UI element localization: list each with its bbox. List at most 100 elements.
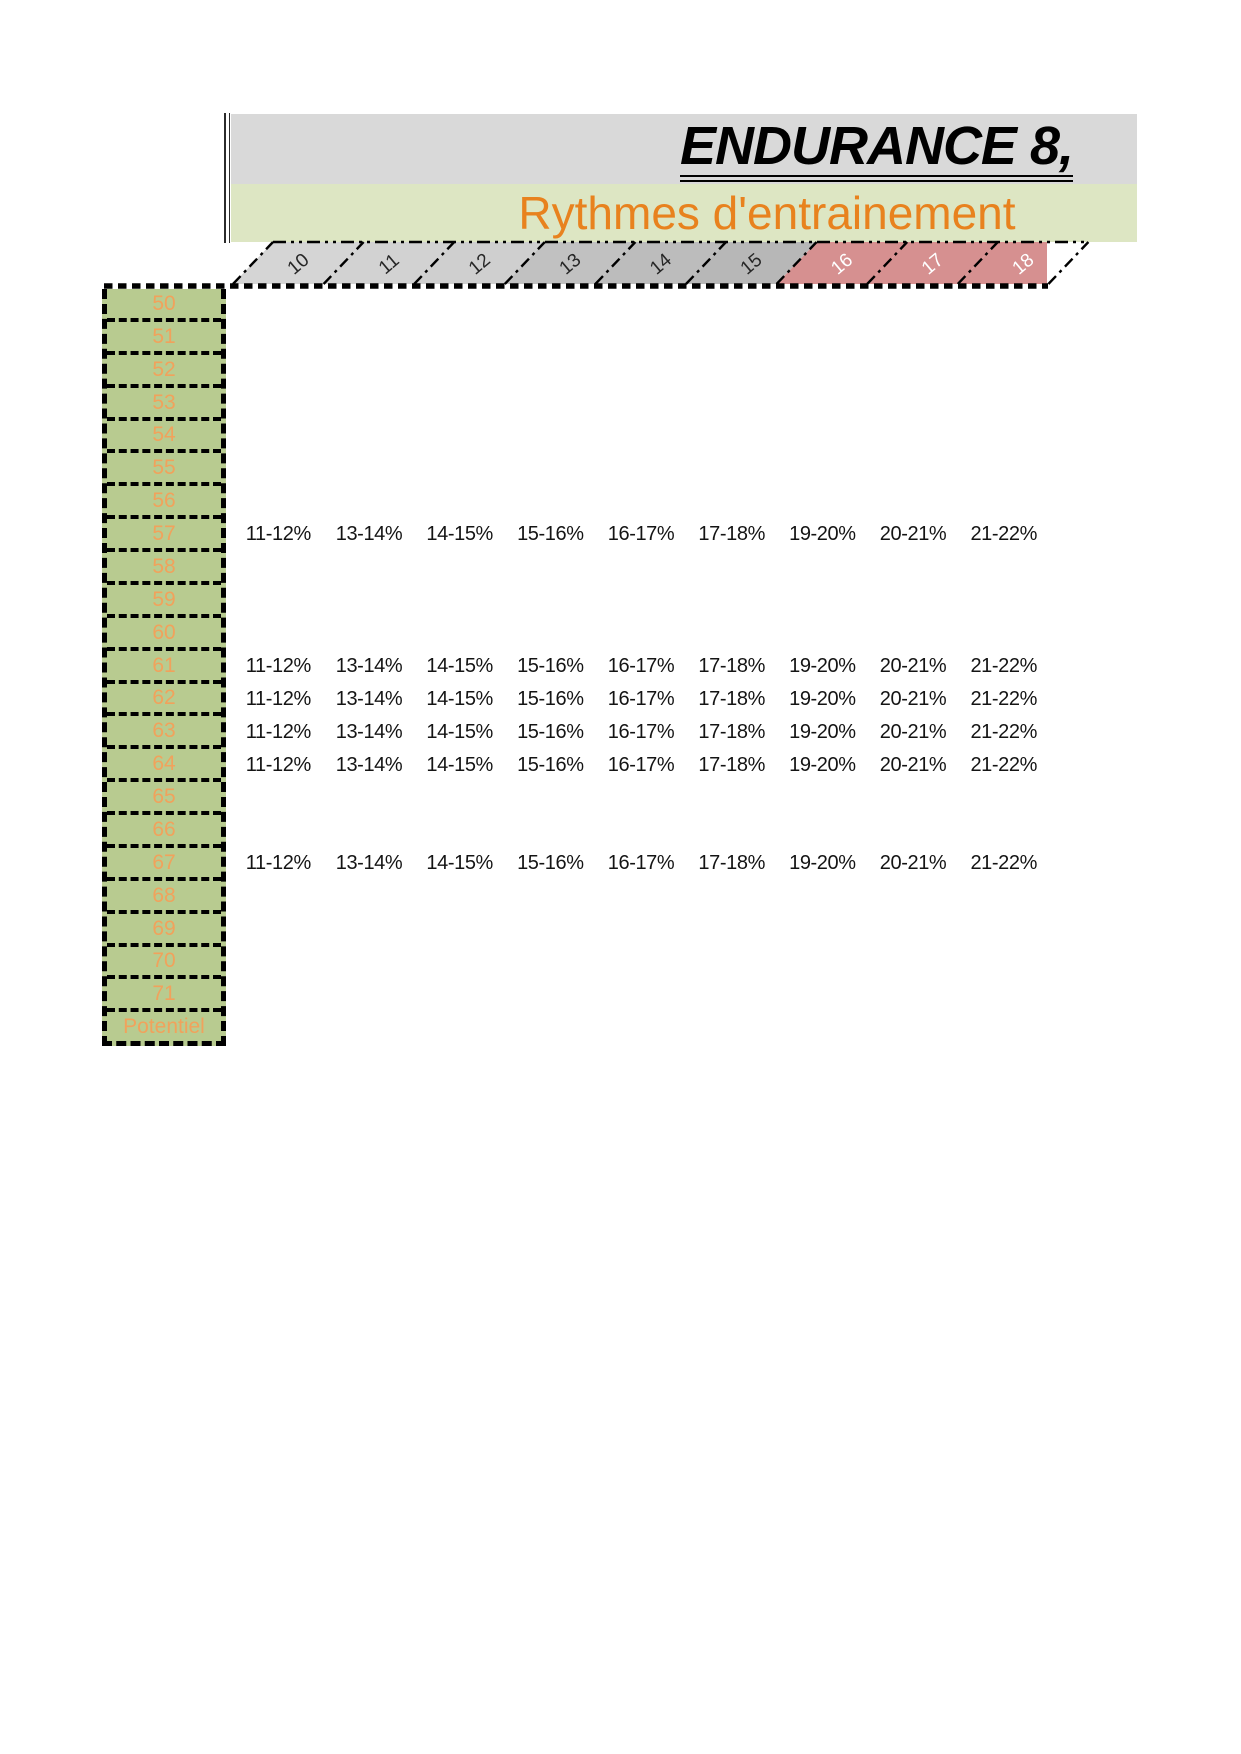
row-header-cell[interactable]: 62: [107, 684, 221, 717]
data-cell[interactable]: 13-14%: [335, 688, 403, 710]
data-cell[interactable]: 14-15%: [426, 852, 493, 874]
row-header-cell[interactable]: 65: [107, 782, 221, 815]
column-header-cell[interactable]: [323, 242, 455, 284]
data-cell[interactable]: 16-17%: [607, 655, 675, 677]
column-header-cell[interactable]: [595, 242, 726, 284]
data-cell[interactable]: 11-12%: [245, 688, 311, 710]
column-header-cell[interactable]: [867, 242, 998, 284]
row-header-cell[interactable]: 50: [107, 289, 221, 322]
data-cell[interactable]: 21-22%: [970, 688, 1037, 710]
row-header-cell[interactable]: 71: [107, 979, 221, 1013]
data-row-67: 11-12% 13-14% 14-15% 15-16% 16-17% 17-18…: [233, 847, 1049, 880]
data-cell[interactable]: 16-17%: [607, 852, 675, 874]
data-cell[interactable]: 11-12%: [245, 721, 311, 743]
data-cell[interactable]: 13-14%: [335, 655, 403, 677]
data-cell[interactable]: 16-17%: [607, 721, 675, 743]
column-header-cell[interactable]: [957, 242, 1089, 284]
column-header-cell[interactable]: [233, 242, 364, 284]
data-cell[interactable]: 19-20%: [789, 655, 856, 677]
column-header-label: 13: [556, 250, 586, 280]
row-header-cell[interactable]: 56: [107, 486, 221, 520]
row-header-cell[interactable]: 54: [107, 421, 221, 454]
row-header-cell[interactable]: 60: [107, 618, 221, 651]
data-cell[interactable]: 15-16%: [517, 688, 584, 710]
data-row-63: 11-12% 13-14% 14-15% 15-16% 16-17% 17-18…: [233, 716, 1049, 749]
row-header-cell[interactable]: 55: [107, 453, 221, 487]
row-header-cell[interactable]: 61: [107, 651, 221, 684]
data-cell[interactable]: 21-22%: [970, 754, 1037, 776]
data-cell[interactable]: 20-21%: [879, 655, 947, 677]
data-cell[interactable]: 19-20%: [789, 688, 856, 710]
header-diagonal-borders: [232, 241, 1090, 285]
data-cell[interactable]: 17-18%: [698, 523, 765, 545]
data-cell[interactable]: 11-12%: [245, 523, 311, 545]
data-cell[interactable]: 15-16%: [517, 721, 584, 743]
row-header-cell[interactable]: 58: [107, 552, 221, 585]
data-cell[interactable]: 20-21%: [879, 523, 947, 545]
data-cell[interactable]: 13-14%: [335, 721, 403, 743]
data-cell[interactable]: 14-15%: [426, 688, 493, 710]
row-header-cell[interactable]: 52: [107, 355, 221, 388]
data-cell[interactable]: 20-21%: [879, 754, 947, 776]
data-cell[interactable]: 11-12%: [245, 655, 311, 677]
data-cell[interactable]: 19-20%: [789, 754, 856, 776]
data-cell[interactable]: 17-18%: [698, 754, 765, 776]
data-cell[interactable]: 14-15%: [426, 523, 493, 545]
data-cell[interactable]: 21-22%: [970, 655, 1037, 677]
data-cell[interactable]: 13-14%: [335, 754, 403, 776]
row-header-cell[interactable]: 67: [107, 848, 221, 881]
page-title: ENDURANCE 8,: [679, 118, 1074, 182]
column-header-labels: 10 11 12 13 14 15 16 17 18: [284, 249, 1038, 279]
page-subtitle: Rythmes d'entrainement: [518, 187, 1016, 239]
left-double-rule: [224, 113, 230, 243]
data-row-61: 11-12% 13-14% 14-15% 15-16% 16-17% 17-18…: [233, 650, 1049, 683]
column-header-label: 11: [375, 250, 404, 279]
column-header-cell[interactable]: [686, 242, 817, 284]
data-cell[interactable]: 16-17%: [607, 523, 675, 545]
data-cell[interactable]: 21-22%: [970, 852, 1037, 874]
row-header-cell[interactable]: 63: [107, 716, 221, 750]
data-cell[interactable]: 11-12%: [245, 852, 311, 874]
data-cell[interactable]: 21-22%: [970, 523, 1037, 545]
column-header-cell[interactable]: [414, 242, 545, 284]
data-cell[interactable]: 20-21%: [879, 688, 947, 710]
data-cell[interactable]: 15-16%: [517, 754, 584, 776]
data-cell[interactable]: 15-16%: [517, 655, 584, 677]
data-row-62: 11-12% 13-14% 14-15% 15-16% 16-17% 17-18…: [233, 683, 1049, 716]
column-header-label: 18: [1009, 250, 1039, 280]
data-cell[interactable]: 17-18%: [698, 721, 765, 743]
row-header-cell[interactable]: 51: [107, 322, 221, 355]
title-banner: ENDURANCE 8,: [231, 114, 1137, 184]
row-header-cell[interactable]: 68: [107, 881, 221, 914]
data-cell[interactable]: 13-14%: [335, 523, 403, 545]
data-cell[interactable]: 14-15%: [426, 655, 493, 677]
data-cell[interactable]: 16-17%: [607, 754, 675, 776]
row-header-cell[interactable]: 64: [107, 749, 221, 783]
row-header-cell[interactable]: 57: [107, 519, 221, 552]
row-header-cell-potentiel[interactable]: Potentiel: [123, 1015, 205, 1039]
data-cell[interactable]: 17-18%: [698, 655, 765, 677]
row-header-cell[interactable]: 69: [107, 914, 221, 947]
row-header-cell[interactable]: 59: [107, 585, 221, 618]
column-header-cell[interactable]: [504, 242, 636, 284]
data-cell[interactable]: 20-21%: [879, 852, 947, 874]
data-cell[interactable]: 11-12%: [245, 754, 311, 776]
row-header-cell[interactable]: 66: [107, 815, 221, 848]
data-cell[interactable]: 19-20%: [789, 523, 856, 545]
data-cell[interactable]: 19-20%: [789, 852, 856, 874]
column-header-cell[interactable]: [776, 242, 908, 284]
data-cell[interactable]: 16-17%: [607, 688, 675, 710]
data-cell[interactable]: 17-18%: [698, 688, 765, 710]
data-cell[interactable]: 19-20%: [789, 721, 856, 743]
data-cell[interactable]: 14-15%: [426, 754, 493, 776]
data-cell[interactable]: 15-16%: [517, 852, 584, 874]
row-header-cell[interactable]: 70: [107, 947, 221, 980]
data-cell[interactable]: 13-14%: [335, 852, 403, 874]
data-cell[interactable]: 15-16%: [517, 523, 584, 545]
row-header-cell[interactable]: 53: [107, 388, 221, 421]
data-cell[interactable]: 17-18%: [698, 852, 765, 874]
data-cell[interactable]: 14-15%: [426, 721, 493, 743]
data-cell[interactable]: 21-22%: [970, 721, 1037, 743]
data-cell[interactable]: 20-21%: [879, 721, 947, 743]
